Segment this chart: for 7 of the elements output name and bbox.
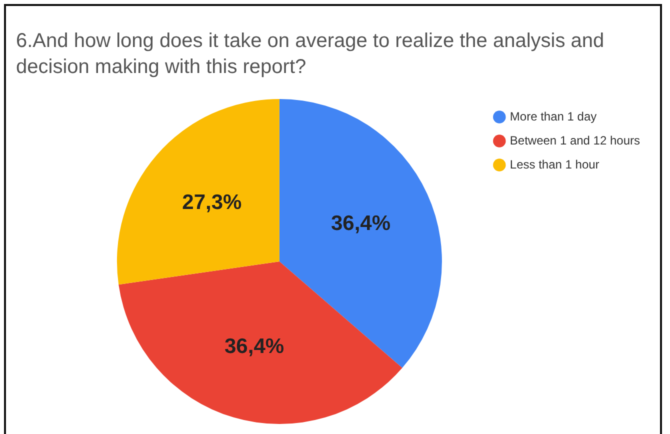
data-label: 27,3%: [182, 190, 242, 214]
legend-label: Less than 1 hour: [510, 157, 600, 172]
legend-label: More than 1 day: [510, 109, 597, 124]
data-label: 36,4%: [224, 335, 284, 358]
chart-title: 6.And how long does it take on average to realize the analysis and decision making with this report?: [16, 29, 606, 80]
data-label: 36,4%: [330, 212, 391, 236]
legend-label: Between 1 and 12 hours: [510, 133, 640, 148]
